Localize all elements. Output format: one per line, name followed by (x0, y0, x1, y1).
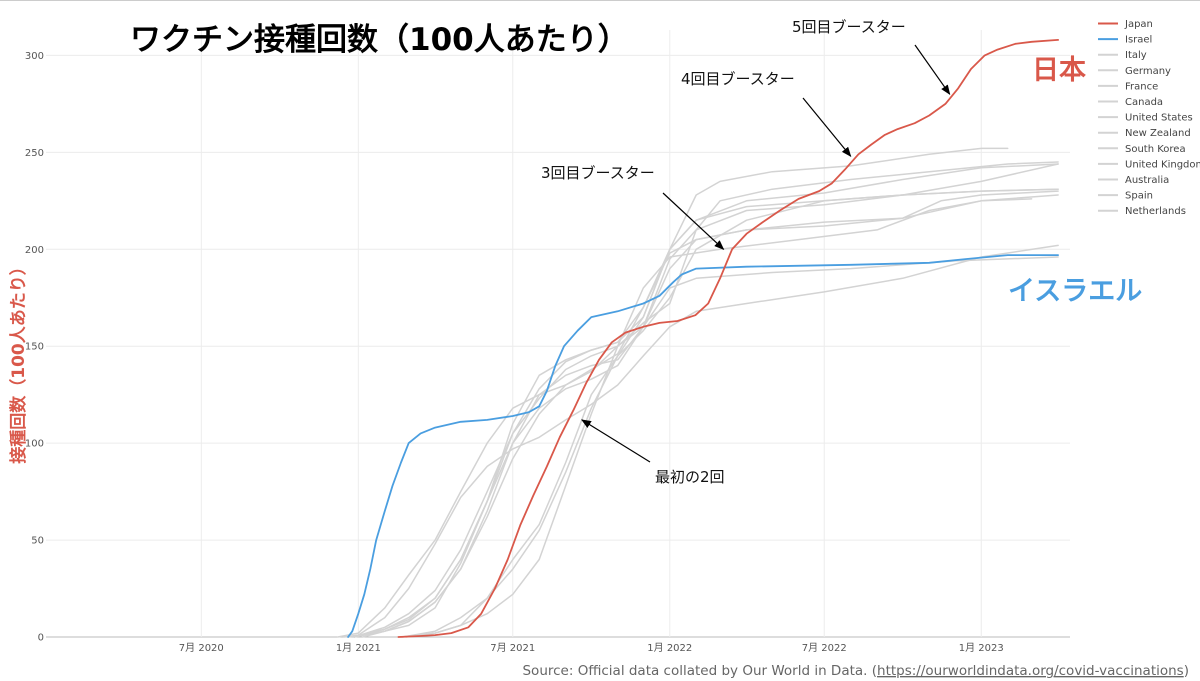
legend-label-new-zealand[interactable]: New Zealand (1125, 128, 1191, 139)
series-line-australia (401, 188, 1059, 638)
x-tick-label: 7月 2020 (179, 642, 224, 654)
legend-label-germany[interactable]: Germany (1125, 66, 1171, 77)
legend-label-australia[interactable]: Australia (1125, 175, 1169, 186)
legend-label-spain[interactable]: Spain (1125, 191, 1153, 202)
annotation-label: 3回目ブースター (541, 164, 655, 182)
israel-big-label: イスラエル (1008, 276, 1142, 307)
legend-label-italy[interactable]: Italy (1125, 50, 1147, 61)
legend-label-france[interactable]: France (1125, 81, 1158, 92)
y-tick-label: 50 (31, 536, 44, 547)
source-suffix: ) (1184, 663, 1189, 679)
annotation-arrow (581, 419, 651, 463)
y-axis-label: 接種回数（100人あたり） (8, 258, 29, 464)
x-tick-label: 1月 2022 (647, 642, 692, 654)
annotation-label: 5回目ブースター (792, 18, 906, 36)
series-line-south-korea (405, 147, 1009, 638)
series-line-italy (353, 163, 1059, 638)
series-line-israel (347, 254, 1059, 638)
y-tick-label: 100 (25, 439, 44, 450)
annotation-arrow (662, 192, 725, 250)
source-note: Source: Official data collated by Our Wo… (522, 663, 1189, 679)
legend-label-united-kingdom[interactable]: United Kingdom (1125, 159, 1200, 170)
legend-label-united-states[interactable]: United States (1125, 113, 1193, 124)
series-line-spain (353, 190, 1059, 638)
series-line-japan (397, 39, 1059, 638)
x-tick-label: 7月 2021 (490, 642, 535, 654)
y-tick-label: 200 (25, 245, 44, 256)
annotation-label: 最初の2回 (655, 468, 725, 486)
chart-title: ワクチン接種回数（100人あたり） (130, 22, 629, 58)
series-lines (337, 39, 1059, 638)
legend-label-canada[interactable]: Canada (1125, 97, 1163, 108)
source-prefix: Source: Official data collated by Our Wo… (522, 663, 877, 679)
x-tick-label: 1月 2023 (959, 642, 1004, 654)
series-line-united-states (343, 244, 1059, 638)
series-line-canada (347, 163, 1059, 638)
x-tick-label: 7月 2022 (802, 642, 847, 654)
series-line-united-kingdom (337, 198, 1033, 638)
y-tick-label: 300 (25, 51, 44, 62)
y-tick-label: 250 (25, 148, 44, 159)
legend-label-netherlands[interactable]: Netherlands (1125, 206, 1186, 217)
japan-big-label: 日本 (1032, 55, 1086, 86)
legend-label-south-korea[interactable]: South Korea (1125, 144, 1186, 155)
legend: Japan Israel Italy Germany France Canada Unite… (1098, 19, 1200, 217)
y-tick-label: 150 (25, 342, 44, 353)
annotation-arrow (802, 97, 852, 157)
source-link[interactable]: https://ourworldindata.org/covid-vaccina… (877, 663, 1184, 679)
series-line-new-zealand (400, 161, 1059, 638)
x-tick-label: 1月 2021 (336, 642, 381, 654)
axes: 0 50 100 150 200 250 300 7月 2020 1月 2021 7月 2021 1… (25, 51, 1004, 654)
legend-label-israel[interactable]: Israel (1125, 35, 1152, 46)
annotation-label: 4回目ブースター (681, 70, 795, 88)
grid (46, 30, 1070, 638)
legend-label-japan[interactable]: Japan (1124, 19, 1153, 30)
y-tick-label: 0 (38, 633, 44, 644)
annotation-arrow (914, 44, 951, 95)
series-line-netherlands (361, 256, 1059, 638)
